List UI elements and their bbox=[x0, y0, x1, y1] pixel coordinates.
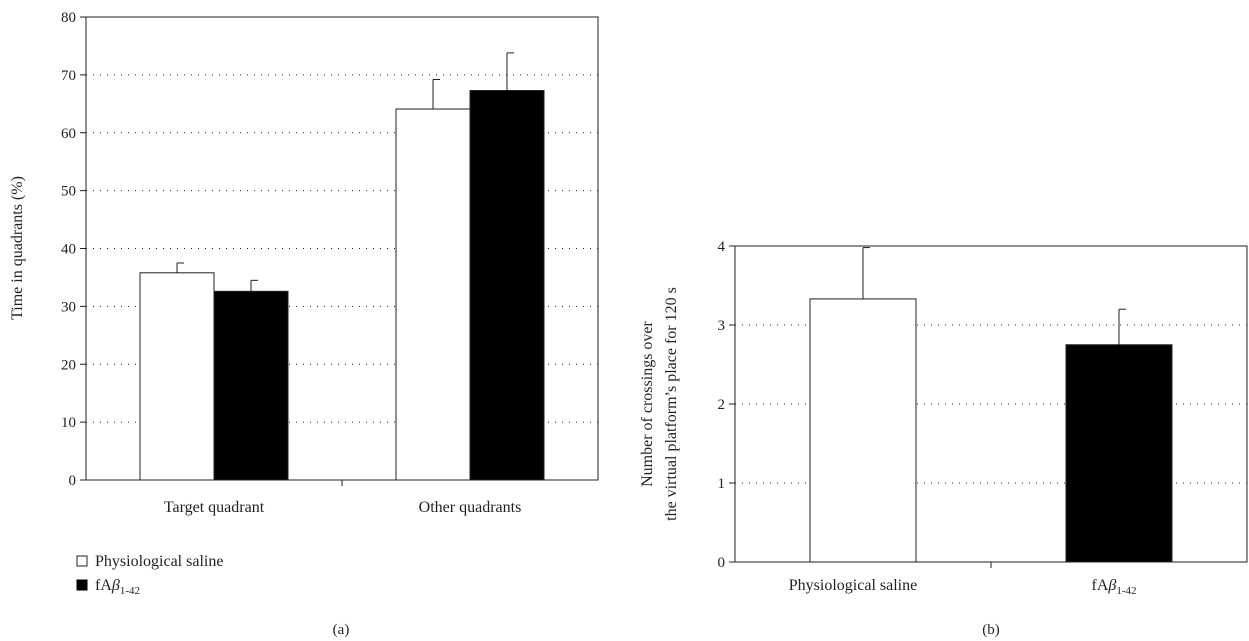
panel-a-chart: 0 10 20 30 40 50 60 70 80 Target quadrant Other q… bbox=[9, 10, 599, 638]
panel-b-y-axis-label-line1: Number of crossings over bbox=[639, 320, 656, 486]
panel-b-label: (b) bbox=[982, 622, 1000, 638]
legend-swatch-fabeta bbox=[76, 579, 88, 591]
panel-b-y-tick-label: 1 bbox=[718, 476, 726, 492]
panel-b-y-tick-label: 3 bbox=[718, 318, 726, 334]
panel-a-y-tick-label: 50 bbox=[61, 184, 76, 200]
panel-b-chart: 0 1 2 3 4 Number of crossings over the virtu… bbox=[639, 239, 1248, 638]
panel-b-y-axis-label-line2: the virtual platform’s place for 120 s bbox=[663, 287, 680, 521]
panel-a-x-category-label: Target quadrant bbox=[164, 499, 265, 516]
panel-a-y-tick-label: 10 bbox=[61, 415, 76, 431]
panel-b-bar bbox=[1065, 344, 1173, 563]
panel-a-bar bbox=[469, 90, 545, 481]
panel-b-y-tick-label: 2 bbox=[718, 397, 726, 413]
panel-a-x-category-label: Other quadrants bbox=[419, 499, 522, 516]
panel-a-y-tick-label: 30 bbox=[61, 299, 76, 315]
panel-b-bar bbox=[809, 298, 917, 563]
legend-label-physiological-saline: Physiological saline bbox=[95, 553, 223, 570]
legend-swatch-physiological-saline bbox=[76, 555, 88, 567]
legend-label-fabeta: fAβ1-42 bbox=[95, 577, 140, 597]
panel-a-y-tick-label: 60 bbox=[61, 126, 76, 142]
panel-b-x-category-label: fAβ1-42 bbox=[1091, 577, 1136, 597]
panel-a-y-tick-label: 20 bbox=[61, 357, 76, 373]
panel-a-y-axis-label: Time in quadrants (%) bbox=[9, 176, 26, 320]
panel-a-bar bbox=[213, 290, 289, 481]
panel-a-label: (a) bbox=[333, 622, 350, 638]
panel-a-y-tick-label: 40 bbox=[61, 242, 76, 258]
panel-a-bar bbox=[395, 108, 471, 481]
panel-b-y-tick-label: 0 bbox=[718, 555, 726, 571]
panel-b-x-category-label: Physiological saline bbox=[789, 577, 917, 594]
panel-a-y-tick-label: 0 bbox=[69, 473, 77, 489]
panel-a-y-tick-label: 80 bbox=[61, 10, 76, 26]
panel-b-y-tick-label: 4 bbox=[718, 239, 726, 255]
panel-a-legend: Physiological saline fAβ1-42 bbox=[76, 553, 223, 597]
panel-a-y-tick-label: 70 bbox=[61, 68, 76, 84]
panel-a-bar bbox=[139, 272, 215, 481]
